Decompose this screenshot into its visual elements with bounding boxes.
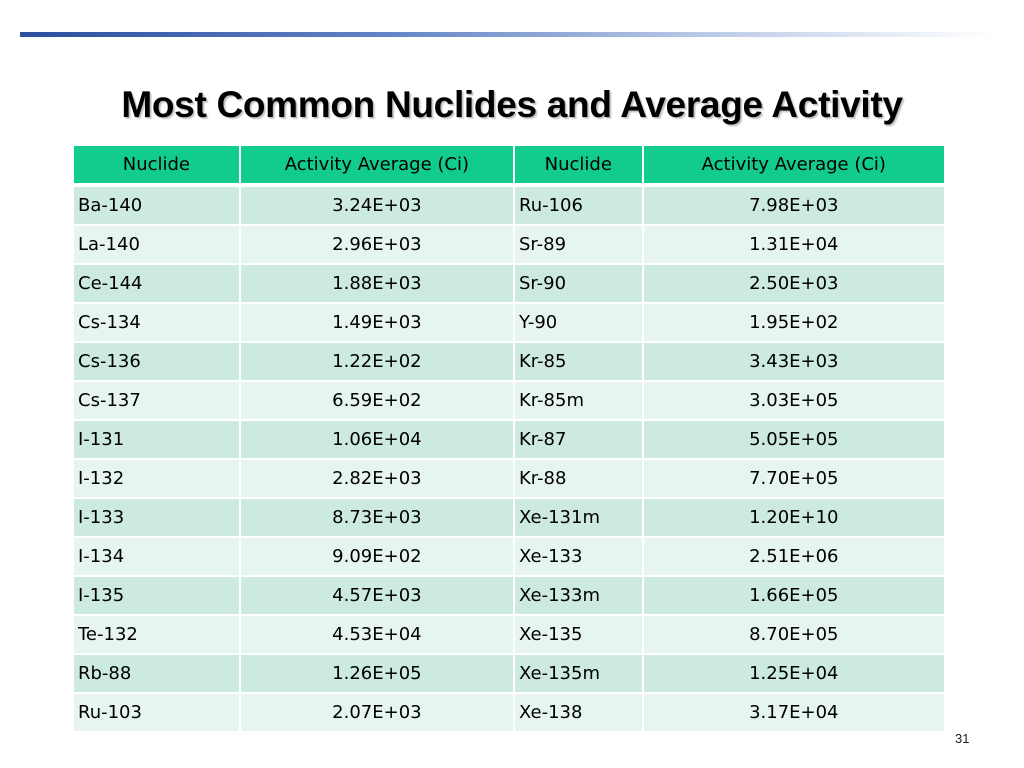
title-divider-line [20, 32, 995, 37]
table-row: Cs-134 1.49E+03 Y-90 1.95E+02 [74, 304, 944, 341]
activity-left-cell: 2.96E+03 [240, 226, 513, 263]
activity-right-cell: 2.50E+03 [643, 265, 944, 302]
table-row: I-134 9.09E+02 Xe-133 2.51E+06 [74, 538, 944, 575]
activity-right-cell: 5.05E+05 [643, 421, 944, 458]
nuclide-left-cell: I-131 [74, 421, 239, 458]
nuclide-left-cell: Ba-140 [74, 187, 239, 224]
table-row: I-133 8.73E+03 Xe-131m 1.20E+10 [74, 499, 944, 536]
activity-left-cell: 2.82E+03 [240, 460, 513, 497]
activity-right-cell: 7.98E+03 [643, 187, 944, 224]
header-activity-left: Activity Average (Ci) [240, 146, 513, 185]
table-row: I-132 2.82E+03 Kr-88 7.70E+05 [74, 460, 944, 497]
activity-right-cell: 1.95E+02 [643, 304, 944, 341]
nuclide-left-cell: Cs-136 [74, 343, 239, 380]
activity-right-cell: 3.43E+03 [643, 343, 944, 380]
nuclide-left-cell: Cs-137 [74, 382, 239, 419]
activity-right-cell: 1.25E+04 [643, 655, 944, 692]
activity-right-cell: 7.70E+05 [643, 460, 944, 497]
activity-left-cell: 1.26E+05 [240, 655, 513, 692]
header-nuclide-right: Nuclide [515, 146, 642, 185]
activity-right-cell: 3.03E+05 [643, 382, 944, 419]
nuclide-right-cell: Sr-89 [515, 226, 642, 263]
table-row: Ce-144 1.88E+03 Sr-90 2.50E+03 [74, 265, 944, 302]
nuclide-right-cell: Xe-135 [515, 616, 642, 653]
slide-title: Most Common Nuclides and Average Activit… [121, 84, 903, 125]
table-row: Cs-137 6.59E+02 Kr-85m 3.03E+05 [74, 382, 944, 419]
nuclide-left-cell: Ru-103 [74, 694, 239, 731]
activity-right-cell: 1.31E+04 [643, 226, 944, 263]
nuclide-activity-table: Nuclide Activity Average (Ci) Nuclide Ac… [72, 144, 946, 733]
nuclide-left-cell: Ce-144 [74, 265, 239, 302]
nuclide-right-cell: Kr-87 [515, 421, 642, 458]
activity-left-cell: 1.49E+03 [240, 304, 513, 341]
nuclide-left-cell: I-133 [74, 499, 239, 536]
nuclide-right-cell: Xe-138 [515, 694, 642, 731]
nuclide-left-cell: I-135 [74, 577, 239, 614]
nuclide-left-cell: Te-132 [74, 616, 239, 653]
table-row: I-135 4.57E+03 Xe-133m 1.66E+05 [74, 577, 944, 614]
activity-left-cell: 1.06E+04 [240, 421, 513, 458]
activity-right-cell: 3.17E+04 [643, 694, 944, 731]
nuclide-right-cell: Kr-85 [515, 343, 642, 380]
nuclide-right-cell: Xe-133 [515, 538, 642, 575]
nuclide-right-cell: Ru-106 [515, 187, 642, 224]
activity-left-cell: 8.73E+03 [240, 499, 513, 536]
activity-left-cell: 6.59E+02 [240, 382, 513, 419]
nuclide-right-cell: Xe-131m [515, 499, 642, 536]
activity-left-cell: 4.57E+03 [240, 577, 513, 614]
activity-left-cell: 1.22E+02 [240, 343, 513, 380]
table-row: La-140 2.96E+03 Sr-89 1.31E+04 [74, 226, 944, 263]
nuclide-left-cell: I-134 [74, 538, 239, 575]
activity-left-cell: 3.24E+03 [240, 187, 513, 224]
activity-left-cell: 1.88E+03 [240, 265, 513, 302]
nuclide-left-cell: La-140 [74, 226, 239, 263]
nuclide-left-cell: I-132 [74, 460, 239, 497]
table-body: Ba-140 3.24E+03 Ru-106 7.98E+03 La-140 2.96E+… [74, 187, 944, 731]
activity-right-cell: 1.20E+10 [643, 499, 944, 536]
header-activity-right: Activity Average (Ci) [643, 146, 944, 185]
nuclide-right-cell: Y-90 [515, 304, 642, 341]
nuclide-right-cell: Kr-88 [515, 460, 642, 497]
table-row: Ba-140 3.24E+03 Ru-106 7.98E+03 [74, 187, 944, 224]
table-row: Ru-103 2.07E+03 Xe-138 3.17E+04 [74, 694, 944, 731]
header-nuclide-left: Nuclide [74, 146, 239, 185]
table-header-row: Nuclide Activity Average (Ci) Nuclide Ac… [74, 146, 944, 185]
table-row: Rb-88 1.26E+05 Xe-135m 1.25E+04 [74, 655, 944, 692]
nuclide-right-cell: Xe-133m [515, 577, 642, 614]
activity-left-cell: 2.07E+03 [240, 694, 513, 731]
activity-right-cell: 2.51E+06 [643, 538, 944, 575]
nuclide-left-cell: Rb-88 [74, 655, 239, 692]
activity-right-cell: 1.66E+05 [643, 577, 944, 614]
table-row: Te-132 4.53E+04 Xe-135 8.70E+05 [74, 616, 944, 653]
activity-left-cell: 9.09E+02 [240, 538, 513, 575]
table-row: Cs-136 1.22E+02 Kr-85 3.43E+03 [74, 343, 944, 380]
page-number: 31 [955, 731, 970, 746]
nuclide-right-cell: Sr-90 [515, 265, 642, 302]
nuclide-left-cell: Cs-134 [74, 304, 239, 341]
nuclide-right-cell: Xe-135m [515, 655, 642, 692]
table-row: I-131 1.06E+04 Kr-87 5.05E+05 [74, 421, 944, 458]
activity-left-cell: 4.53E+04 [240, 616, 513, 653]
activity-right-cell: 8.70E+05 [643, 616, 944, 653]
nuclide-right-cell: Kr-85m [515, 382, 642, 419]
